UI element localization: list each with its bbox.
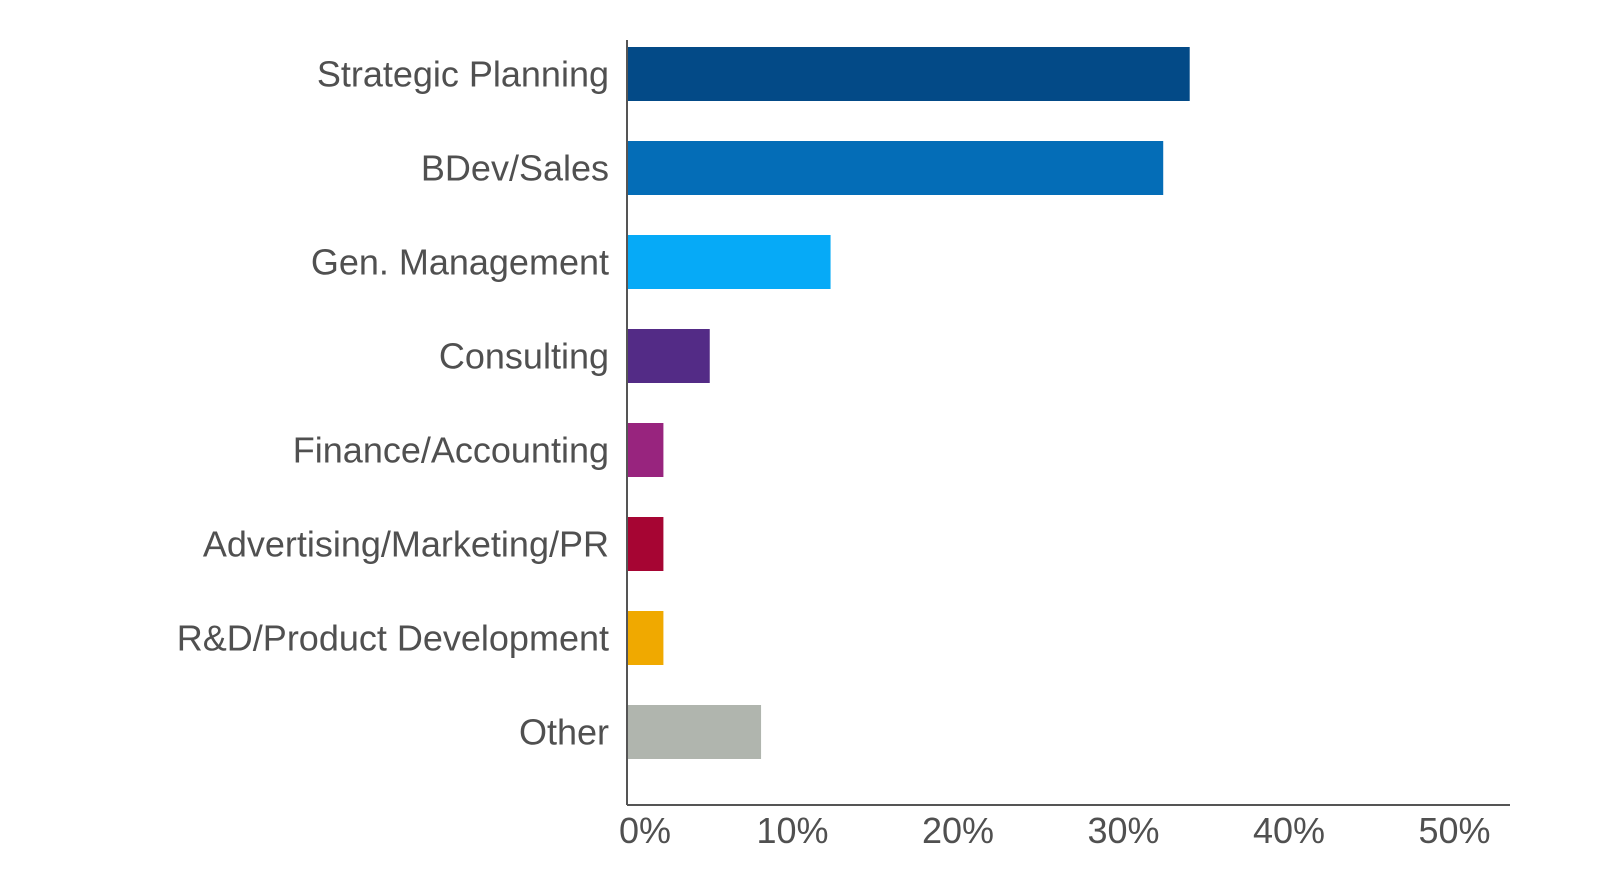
x-axis-ticks: 0% 10% 20% 30% 40% 50% xyxy=(619,810,1491,851)
category-label-5: Advertising/Marketing/PR xyxy=(203,524,609,565)
category-label-3: Consulting xyxy=(439,336,609,377)
bar-5 xyxy=(627,517,664,571)
category-label-0: Strategic Planning xyxy=(317,54,609,95)
x-tick-label-4: 40% xyxy=(1253,810,1325,851)
category-labels: Strategic Planning BDev/Sales Gen. Managem… xyxy=(177,54,609,753)
bar-7 xyxy=(627,705,762,759)
category-label-2: Gen. Management xyxy=(311,242,609,283)
category-label-6: R&D/Product Development xyxy=(177,618,609,659)
bar-2 xyxy=(627,235,831,289)
category-label-1: BDev/Sales xyxy=(421,148,609,189)
bars-layer xyxy=(627,47,1190,759)
x-tick-label-5: 50% xyxy=(1418,810,1490,851)
bar-4 xyxy=(627,423,664,477)
x-tick-label-1: 10% xyxy=(756,810,828,851)
bar-0 xyxy=(627,47,1190,101)
x-tick-label-0: 0% xyxy=(619,810,671,851)
bar-3 xyxy=(627,329,710,383)
bar-6 xyxy=(627,611,664,665)
category-label-4: Finance/Accounting xyxy=(293,430,609,471)
x-tick-label-2: 20% xyxy=(922,810,994,851)
x-tick-label-3: 30% xyxy=(1087,810,1159,851)
bar-1 xyxy=(627,141,1164,195)
category-label-7: Other xyxy=(519,712,609,753)
